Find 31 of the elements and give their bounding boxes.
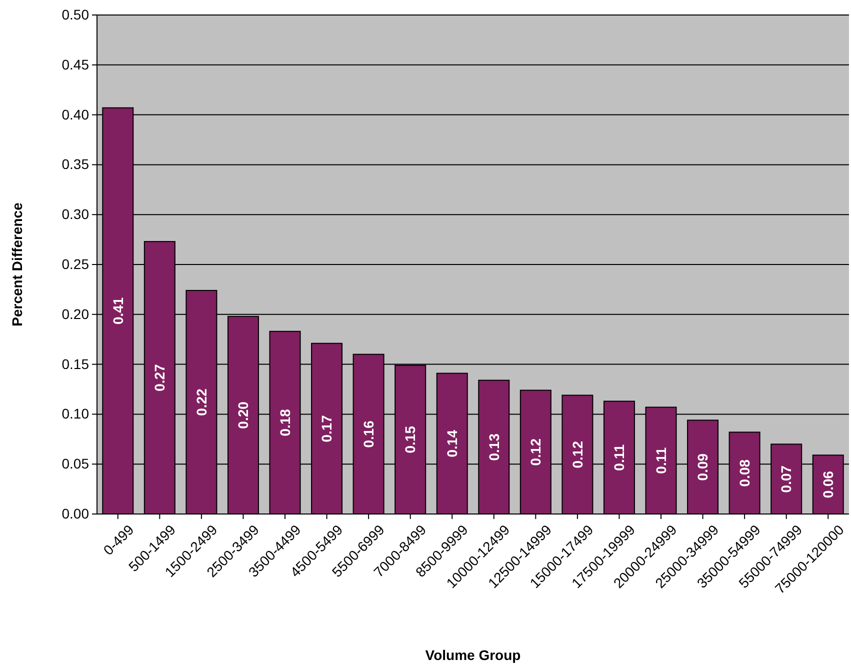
y-tick-label: 0.40 [62, 106, 90, 122]
y-tick-label: 0.50 [62, 6, 90, 22]
y-tick-label: 0.25 [62, 256, 90, 272]
data-label: 0.11 [611, 444, 628, 471]
y-tick-label: 0.15 [62, 356, 90, 372]
data-label: 0.06 [820, 470, 836, 498]
data-label: 0.12 [569, 440, 586, 468]
y-tick-label: 0.20 [62, 306, 90, 322]
y-tick-label: 0.30 [62, 206, 90, 222]
data-label: 0.14 [444, 430, 460, 458]
data-label: 0.09 [694, 453, 711, 481]
y-tick-label: 0.00 [62, 505, 90, 522]
data-label: 0.41 [110, 297, 126, 325]
data-label: 0.15 [402, 426, 418, 454]
y-tick-label: 0.45 [62, 56, 90, 72]
data-label: 0.12 [528, 438, 544, 466]
data-label: 0.22 [193, 388, 210, 416]
data-label: 0.16 [360, 420, 376, 448]
data-label: 0.07 [778, 465, 794, 493]
data-label: 0.11 [652, 447, 669, 474]
data-label: 0.20 [235, 401, 252, 429]
data-label: 0.17 [318, 414, 335, 442]
y-tick-label: 0.10 [62, 406, 90, 422]
y-axis-title: Percent Difference [9, 202, 25, 326]
data-label: 0.27 [152, 364, 168, 392]
data-label: 0.13 [486, 433, 502, 461]
x-axis-title: Volume Group [425, 647, 521, 663]
data-label: 0.18 [276, 408, 293, 436]
y-tick-label: 0.05 [62, 456, 90, 472]
y-tick-label: 0.35 [62, 156, 90, 172]
data-label: 0.08 [736, 459, 752, 487]
